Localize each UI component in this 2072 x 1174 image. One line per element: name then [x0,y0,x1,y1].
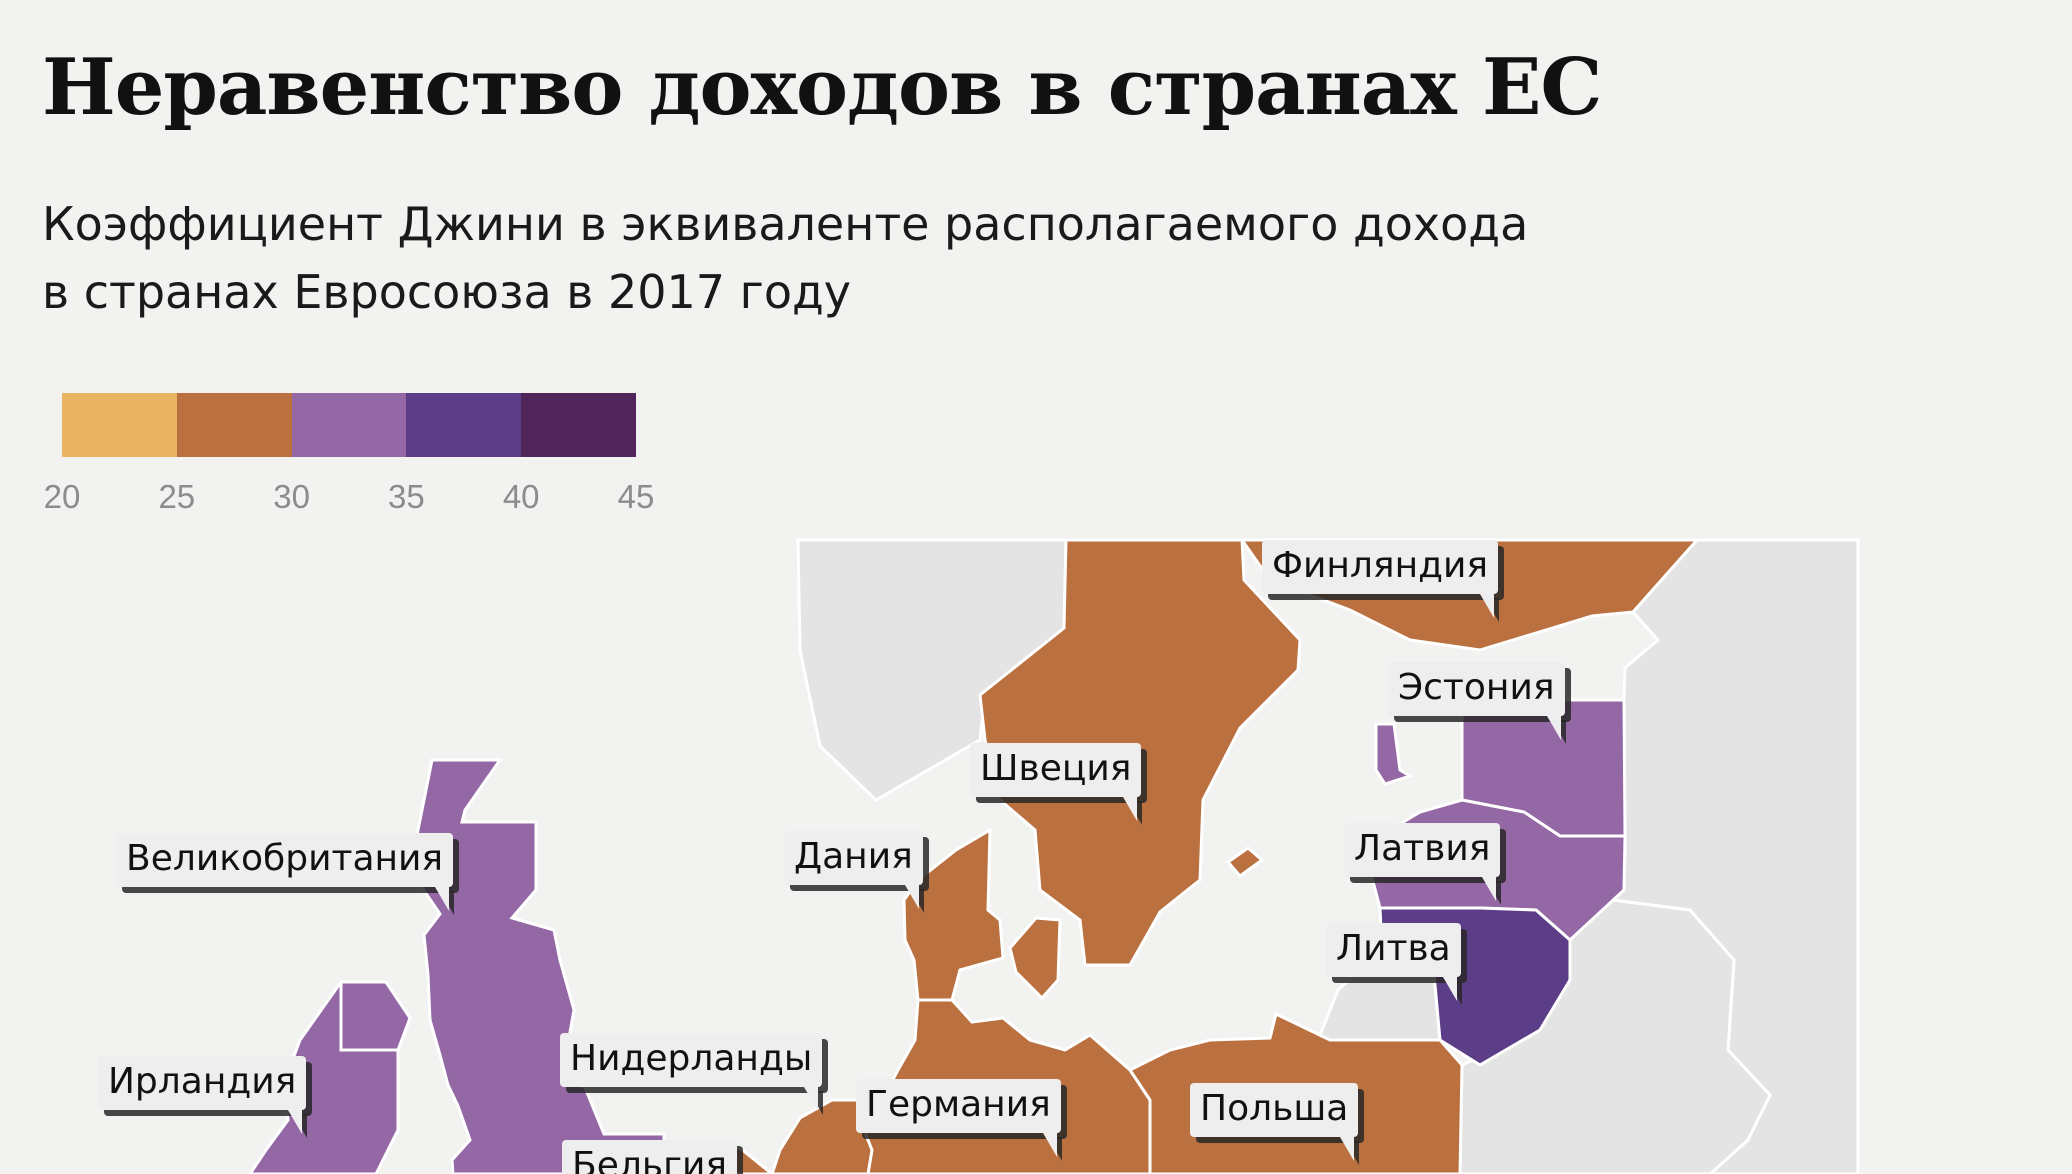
label-netherlands: Нидерланды [560,1033,823,1087]
legend-tick-label: 35 [388,478,425,515]
label-sweden: Швеция [970,743,1142,797]
country-denmark [902,827,1005,1002]
legend-tick-labels: 20 25 30 35 40 45 [44,478,655,518]
legend-swatch-4 [406,393,522,457]
legend-tick-label: 45 [617,478,655,515]
region-northern-ireland [339,980,412,1052]
island-zealand [1008,916,1062,1001]
label-denmark: Дания [784,831,923,885]
legend-tick-label: 30 [273,478,310,515]
label-belgium: Бельгия [562,1140,738,1174]
label-germany: Германия [856,1079,1061,1133]
legend-swatch-5 [521,393,636,457]
country-great-britain [408,758,666,1174]
label-finland: Финляндия [1262,540,1499,594]
label-latvia: Латвия [1344,823,1501,877]
legend-tick-label: 20 [43,478,81,515]
legend-tick-label: 25 [158,478,196,515]
label-poland: Польша [1190,1083,1359,1137]
island-gotland [1225,846,1265,879]
legend-tick-label: 40 [502,478,540,515]
label-great-britain: Великобритания [116,833,454,887]
island-saaremaa [1374,722,1414,786]
label-lithuania: Литва [1326,923,1461,977]
legend-swatch-3 [291,393,407,457]
subtitle-line-1: Коэффициент Джини в эквиваленте располаг… [42,197,1529,251]
legend-swatch-1 [62,393,177,457]
legend-swatch-2 [176,393,292,457]
subtitle-line-2: в странах Евросоюза в 2017 году [42,265,852,319]
label-estonia: Эстония [1388,662,1565,716]
page-title: Неравенство доходов в странах ЕС [42,42,1602,133]
color-scale-legend [62,393,636,457]
label-ireland: Ирландия [98,1056,307,1110]
page-subtitle: Коэффициент Джини в эквиваленте располаг… [42,190,1528,326]
